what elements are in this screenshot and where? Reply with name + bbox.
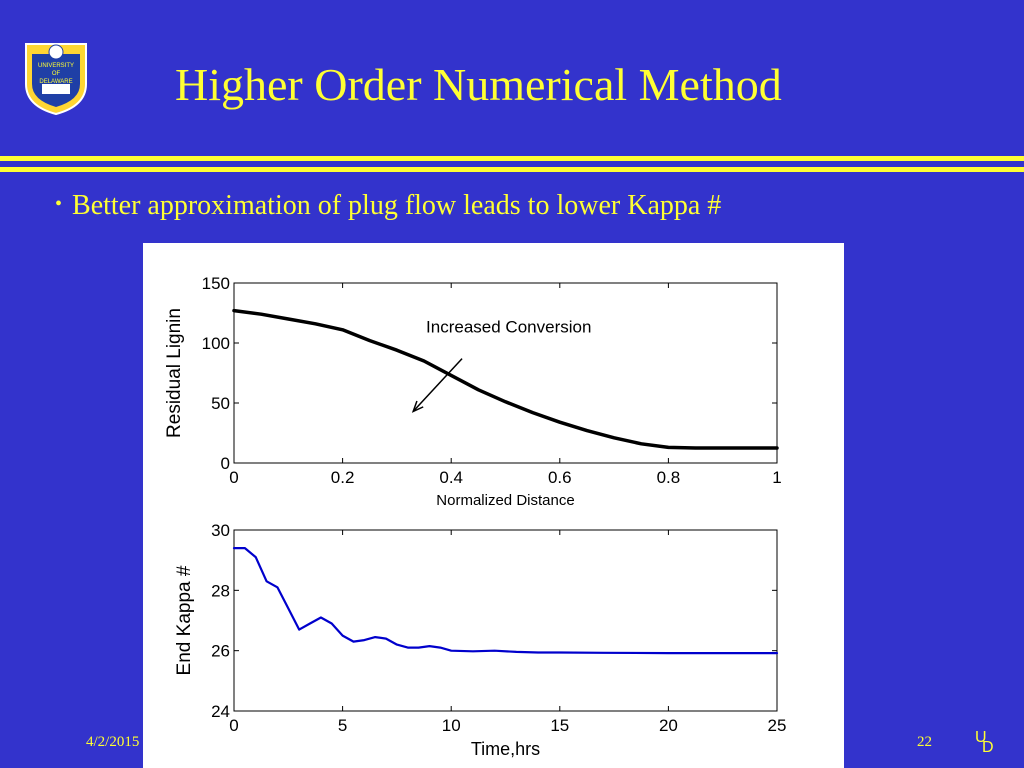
x-tick-label: 0.4 (439, 468, 463, 487)
header-divider-bottom (0, 167, 1024, 172)
y-tick-label: 28 (211, 581, 230, 600)
x-tick-label: 5 (338, 716, 347, 735)
x-tick-label: 0.2 (331, 468, 355, 487)
y-tick-label: 26 (211, 642, 230, 661)
figure-panel: 0 0.2 0.4 0.6 0.8 1 0 50 100 150 Normalized Distan… (143, 243, 844, 768)
x-tick-label: 0.8 (657, 468, 681, 487)
annotation-arrowhead (411, 400, 424, 413)
chart-2: 0 5 10 15 20 25 24 26 28 30 Time,hrs End Kappa # (174, 521, 786, 759)
x-axis-label: Normalized Distance (436, 492, 574, 509)
y-tick-label: 24 (211, 702, 230, 721)
svg-text:U: U (975, 729, 987, 746)
footer-date: 4/2/2015 (86, 734, 140, 750)
bullet-icon: • (55, 193, 63, 215)
x-axis-label: Time,hrs (471, 739, 540, 759)
plot-area (233, 282, 778, 464)
x-tick-label: 0 (229, 716, 238, 735)
annotation-label: Increased Conversion (426, 318, 591, 337)
slide-title: Higher Order Numerical Method (175, 59, 782, 110)
y-tick-label: 150 (202, 274, 230, 293)
x-tick-label: 25 (768, 716, 787, 735)
x-tick-label: 0 (229, 468, 238, 487)
y-tick-label: 50 (211, 394, 230, 413)
y-tick-label: 30 (211, 521, 230, 540)
y-tick-label: 100 (202, 334, 230, 353)
y-tick-label: 0 (221, 454, 230, 473)
header-divider-top (0, 156, 1024, 161)
ud-logo-icon: U D (970, 728, 1000, 756)
chart-1: 0 0.2 0.4 0.6 0.8 1 0 50 100 150 Normalized Distan… (164, 274, 782, 509)
university-logo: UNIVERSITY OF DELAWARE (22, 40, 90, 116)
svg-text:D: D (982, 739, 994, 756)
series-line-1 (232, 308, 779, 450)
plot-area (233, 529, 778, 712)
x-tick-label: 10 (442, 716, 461, 735)
bullet-text: Better approximation of plug flow leads … (72, 190, 722, 221)
series-line-1 (232, 547, 779, 655)
bullet-item: • Better approximation of plug flow leads… (55, 190, 721, 222)
y-axis-label: End Kappa # (174, 565, 195, 675)
annotation-arrow (412, 358, 463, 412)
x-tick-label: 0.6 (548, 468, 572, 487)
x-tick-label: 1 (772, 468, 781, 487)
x-tick-label: 20 (659, 716, 678, 735)
page-number: 22 (917, 734, 932, 750)
x-tick-label: 15 (550, 716, 569, 735)
y-axis-label: Residual Lignin (164, 308, 185, 438)
